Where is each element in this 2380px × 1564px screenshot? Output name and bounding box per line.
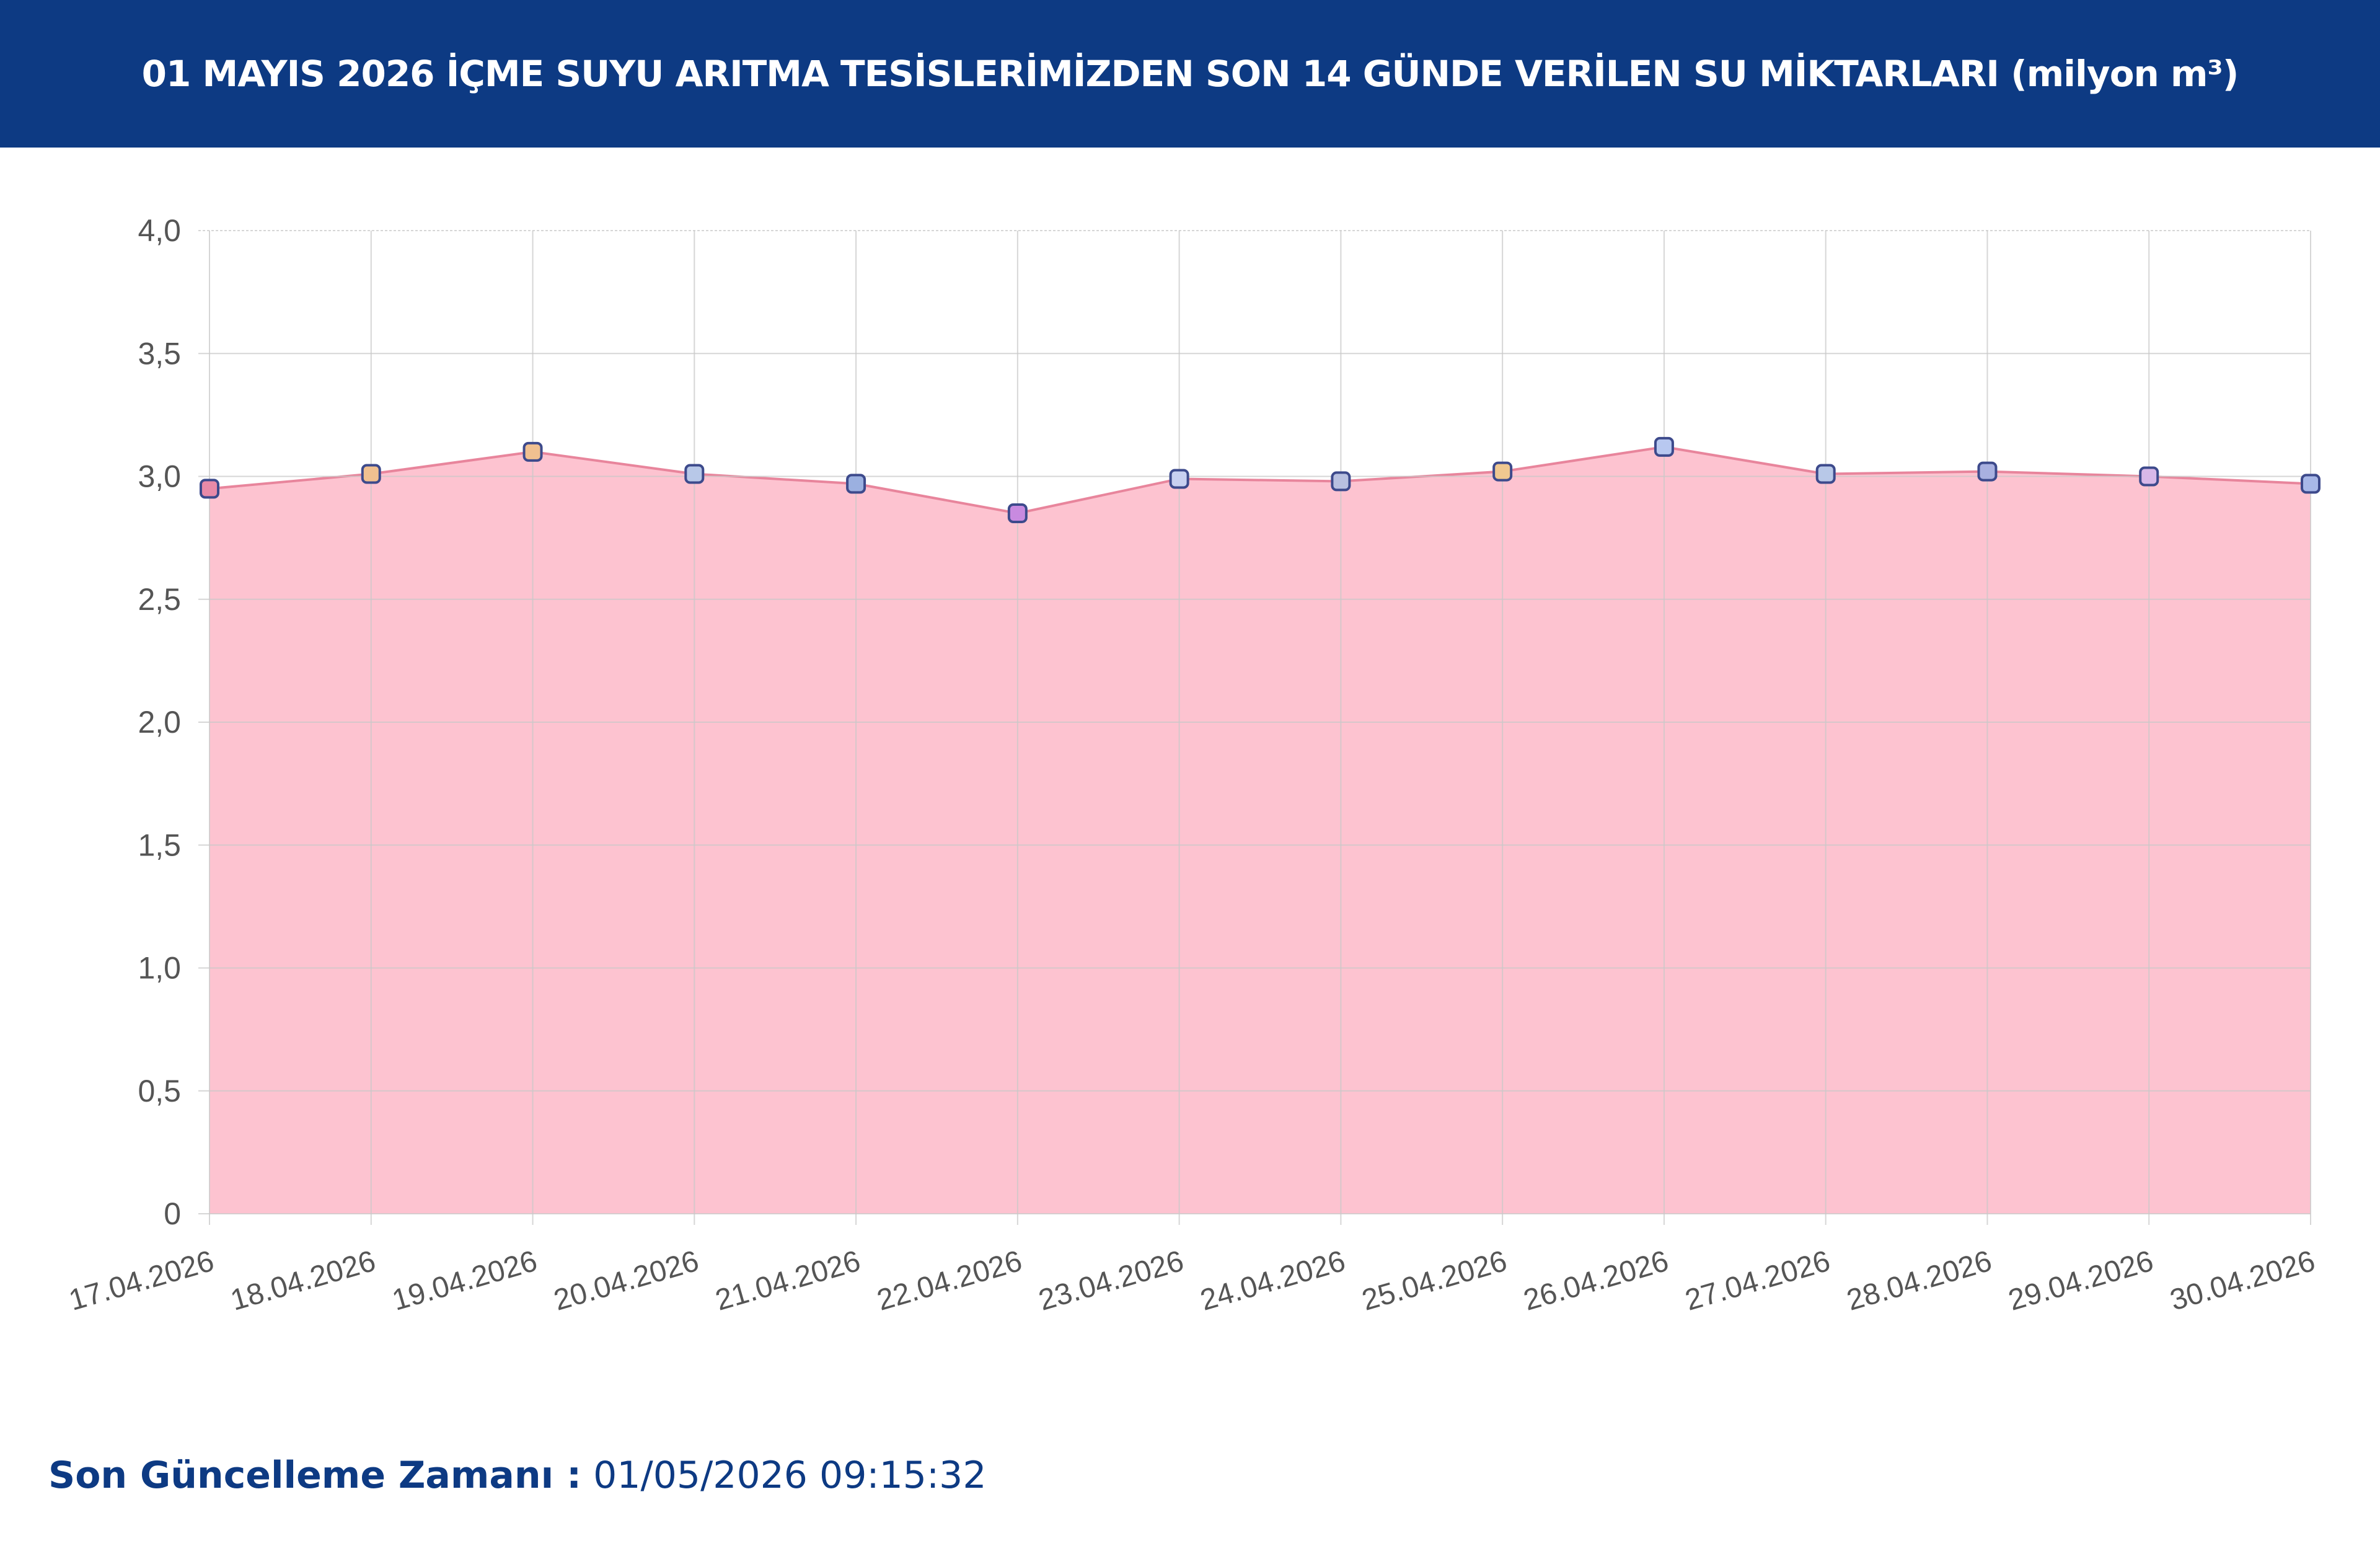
x-axis-ticks: 17.04.2026 18.04.2026 19.04.2026 20.04.2026… (65, 1245, 2319, 1317)
y-tick-label: 3,0 (138, 459, 181, 494)
y-tick-label: 3,5 (138, 336, 181, 371)
data-point (684, 464, 705, 484)
data-point (1815, 464, 1836, 484)
area-chart: 0 0,5 1,0 1,5 2,0 2,5 3,0 3,5 4,0 17.04.2026 18.0… (65, 213, 2320, 1317)
x-tick-label: 28.04.2026 (1843, 1245, 1996, 1317)
x-tick-label: 19.04.2026 (389, 1245, 541, 1317)
data-point (846, 474, 866, 494)
data-point (1331, 471, 1351, 492)
data-point (1007, 503, 1028, 523)
series-line (209, 445, 2311, 515)
x-tick-label: 21.04.2026 (712, 1245, 865, 1317)
data-point (1492, 461, 1513, 482)
data-point (1169, 469, 1189, 489)
area-series (209, 445, 2311, 1214)
data-point (1654, 436, 1674, 457)
chart-container: 0 0,5 1,0 1,5 2,0 2,5 3,0 3,5 4,0 17.04.2026 18.0… (0, 148, 2380, 1356)
x-tick-label: 30.04.2026 (2166, 1245, 2319, 1317)
x-tick-label: 24.04.2026 (1197, 1245, 1349, 1317)
data-markers (200, 436, 2320, 523)
y-tick-label: 1,0 (138, 951, 181, 986)
data-point (361, 464, 381, 484)
y-tick-label: 0 (164, 1196, 181, 1231)
y-tick-label: 2,0 (138, 705, 181, 740)
last-update: Son Güncelleme Zamanı : 01/05/2026 09:15… (48, 1454, 987, 1497)
header-bar: 01 MAYIS 2026 İÇME SUYU ARITMA TESİSLERİ… (0, 0, 2380, 148)
x-tick-label: 23.04.2026 (1035, 1245, 1188, 1317)
y-tick-label: 1,5 (138, 828, 181, 862)
data-point (522, 441, 543, 462)
x-tick-label: 20.04.2026 (550, 1245, 703, 1317)
x-tick-label: 17.04.2026 (65, 1245, 218, 1317)
x-tick-label: 29.04.2026 (2005, 1245, 2157, 1317)
y-axis-ticks: 0 0,5 1,0 1,5 2,0 2,5 3,0 3,5 4,0 (138, 213, 181, 1231)
area-fill (209, 446, 2311, 1214)
data-point (2139, 466, 2159, 487)
data-point (2301, 474, 2320, 494)
y-tick-label: 2,5 (138, 582, 181, 617)
x-tick-label: 27.04.2026 (1681, 1245, 1834, 1317)
page-title: 01 MAYIS 2026 İÇME SUYU ARITMA TESİSLERİ… (141, 53, 2239, 95)
x-tick-label: 26.04.2026 (1520, 1245, 1672, 1317)
x-tick-label: 18.04.2026 (227, 1245, 379, 1317)
grid-lines (198, 230, 2311, 1225)
last-update-value: 01/05/2026 09:15:32 (593, 1454, 987, 1497)
data-point (200, 479, 219, 499)
last-update-label: Son Güncelleme Zamanı : (48, 1454, 582, 1497)
y-tick-label: 0,5 (138, 1074, 181, 1108)
y-tick-label: 4,0 (138, 213, 181, 248)
x-tick-label: 25.04.2026 (1359, 1245, 1511, 1317)
data-point (1977, 461, 1998, 482)
x-tick-label: 22.04.2026 (873, 1245, 1026, 1317)
